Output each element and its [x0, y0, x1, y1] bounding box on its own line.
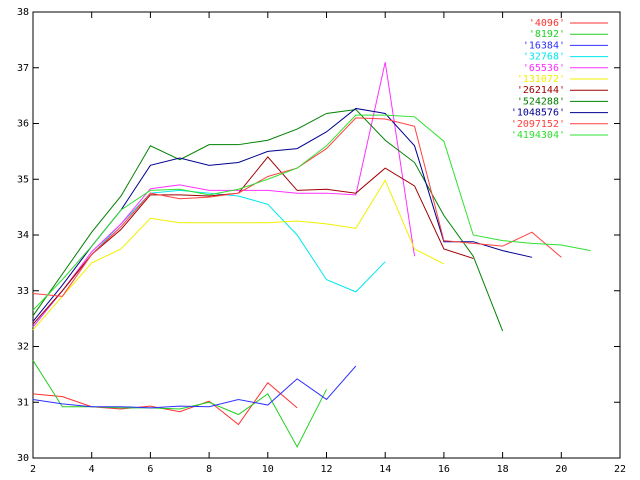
data-line [32, 107, 533, 322]
x-tick-label: 6 [147, 464, 153, 475]
x-tick-label: 10 [262, 464, 274, 475]
y-tick-label: 35 [17, 174, 29, 185]
data-line [32, 179, 445, 331]
data-line [32, 360, 327, 448]
legend-label: '131072' [517, 74, 565, 85]
legend-label: '4194304' [511, 130, 565, 141]
legend-label: '8192' [529, 29, 565, 40]
legend-label: '16384' [523, 40, 565, 51]
y-tick-label: 34 [17, 230, 29, 241]
x-tick-label: 16 [438, 464, 450, 475]
data-line [32, 365, 357, 409]
x-tick-label: 18 [497, 464, 509, 475]
x-tick-label: 20 [555, 464, 567, 475]
x-tick-label: 8 [206, 464, 212, 475]
legend-label: '2097152' [511, 119, 565, 130]
legend-label: '4096' [529, 18, 565, 29]
legend-label: '262144' [517, 85, 565, 96]
y-tick-label: 30 [17, 453, 29, 464]
y-tick-label: 33 [17, 286, 29, 297]
legend-label: '1048576' [511, 108, 565, 119]
y-tick-label: 31 [17, 397, 29, 408]
y-tick-label: 37 [17, 63, 29, 74]
data-line [32, 114, 591, 311]
data-line [32, 156, 474, 325]
y-tick-label: 36 [17, 119, 29, 130]
x-tick-label: 4 [89, 464, 95, 475]
data-line [32, 189, 386, 328]
data-line [32, 382, 298, 426]
data-line [32, 62, 416, 328]
y-tick-label: 38 [17, 7, 29, 18]
legend-label: '65536' [523, 63, 565, 74]
y-tick-label: 32 [17, 342, 29, 353]
legend-label: '524288' [517, 96, 565, 107]
x-tick-label: 22 [614, 464, 626, 475]
data-line [32, 109, 504, 332]
legend-label: '32768' [523, 52, 565, 63]
x-tick-label: 2 [30, 464, 36, 475]
x-tick-label: 12 [320, 464, 332, 475]
x-tick-label: 14 [379, 464, 391, 475]
